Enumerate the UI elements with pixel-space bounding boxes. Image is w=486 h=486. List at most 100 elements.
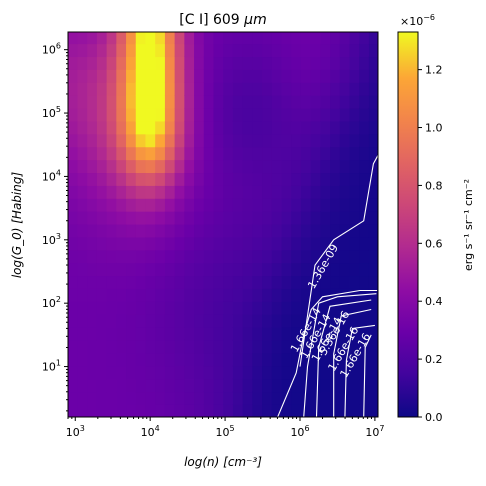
heatmap-cell	[135, 146, 147, 161]
heatmap-cell	[359, 352, 370, 367]
heatmap-cell	[359, 82, 370, 96]
heatmap-cell	[213, 32, 224, 45]
heatmap-cell	[330, 301, 341, 315]
heatmap-cell	[349, 43, 360, 58]
heatmap-cell	[368, 301, 378, 315]
heatmap-cell	[281, 352, 292, 367]
heatmap-cell	[135, 378, 147, 393]
heatmap-cell	[77, 82, 88, 96]
heatmap-cell	[320, 69, 331, 83]
heatmap-cell	[126, 249, 137, 264]
heatmap-cell	[368, 120, 378, 135]
heatmap-cell	[77, 133, 88, 148]
heatmap-cell	[174, 275, 185, 289]
heatmap-cell	[106, 391, 117, 405]
heatmap-cell	[184, 95, 195, 109]
heatmap-cell	[155, 352, 166, 367]
heatmap-cell	[349, 262, 360, 277]
heatmap-cell	[87, 223, 98, 238]
colorbar-multiplier: ×10−6	[400, 13, 435, 28]
heatmap-cell	[106, 378, 117, 393]
heatmap-cell	[174, 352, 185, 367]
colorbar-tick-label: 0.8	[425, 179, 443, 192]
heatmap-cell	[135, 352, 147, 367]
x-axis-ticks: 103 104 105 106 107	[66, 417, 384, 439]
heatmap-cell	[213, 172, 224, 186]
contour-line	[303, 293, 377, 417]
heatmap-cell	[184, 378, 195, 393]
heatmap-cell	[87, 133, 98, 148]
heatmap-cell	[126, 339, 137, 354]
heatmap-cell	[184, 211, 195, 225]
heatmap-cell	[203, 391, 215, 405]
colorbar-tick-label: 1.0	[425, 122, 443, 135]
heatmap-cell	[242, 159, 253, 174]
heatmap-cell	[252, 288, 263, 302]
heatmap-cell	[203, 95, 215, 109]
heatmap-cell	[232, 211, 244, 225]
heatmap-cell	[184, 301, 195, 315]
heatmap-cell	[164, 352, 176, 367]
heatmap-cell	[116, 223, 127, 238]
heatmap-cell	[262, 339, 273, 354]
heatmap-cell	[126, 82, 137, 96]
heatmap-cell	[184, 107, 195, 122]
heatmap-cell	[96, 185, 108, 199]
heatmap-cell	[330, 378, 341, 393]
heatmap-cell	[252, 352, 263, 367]
heatmap-cell	[96, 56, 108, 70]
heatmap-cell	[106, 404, 117, 417]
heatmap-cell	[359, 249, 370, 264]
heatmap-cell	[330, 391, 341, 405]
heatmap-cell	[77, 107, 88, 122]
heatmap-cell	[126, 56, 137, 70]
heatmap-cell	[87, 107, 98, 122]
heatmap-cell	[368, 211, 378, 225]
heatmap-cell	[252, 146, 263, 161]
heatmap-cell	[300, 159, 312, 174]
heatmap-cell	[359, 301, 370, 315]
heatmap-cell	[203, 120, 215, 135]
heatmap-cell	[164, 275, 176, 289]
heatmap-cell	[349, 185, 360, 199]
heatmap-cell	[300, 288, 312, 302]
heatmap-cell	[310, 185, 321, 199]
heatmap-cell	[349, 56, 360, 70]
heatmap-cell	[310, 327, 321, 341]
heatmap-cell	[368, 404, 378, 417]
heatmap-cell	[281, 275, 292, 289]
heatmap-cell	[106, 223, 117, 238]
heatmap-cell	[203, 262, 215, 277]
heatmap-cell	[232, 236, 244, 251]
heatmap-cell	[223, 198, 234, 212]
heatmap-cell	[87, 32, 98, 45]
heatmap-cell	[155, 95, 166, 109]
heatmap-cell	[271, 185, 283, 199]
contour-line	[333, 308, 372, 417]
heatmap-cell	[281, 236, 292, 251]
heatmap-cell	[281, 404, 292, 417]
heatmap-cell	[262, 391, 273, 405]
heatmap-cell	[310, 404, 321, 417]
heatmap-cell	[213, 378, 224, 393]
heatmap-cell	[339, 198, 351, 212]
heatmap-cell	[349, 69, 360, 83]
heatmap-cell	[310, 365, 321, 380]
x-tick-label: 105	[216, 424, 235, 439]
heatmap-cell	[300, 314, 312, 328]
heatmap-cell	[300, 172, 312, 186]
heatmap-cell	[126, 275, 137, 289]
chart-title: [C I] 609 μm	[179, 12, 266, 28]
heatmap-cell	[126, 211, 137, 225]
heatmap-cell	[106, 236, 117, 251]
heatmap-cell	[68, 32, 79, 45]
heatmap-cell	[68, 314, 79, 328]
heatmap-cell	[291, 43, 302, 58]
heatmap-cell	[174, 339, 185, 354]
heatmap-cell	[184, 223, 195, 238]
heatmap-cell	[300, 82, 312, 96]
heatmap-cell	[223, 327, 234, 341]
heatmap-cell	[330, 185, 341, 199]
heatmap-cell	[271, 327, 283, 341]
heatmap-cell	[145, 133, 156, 148]
